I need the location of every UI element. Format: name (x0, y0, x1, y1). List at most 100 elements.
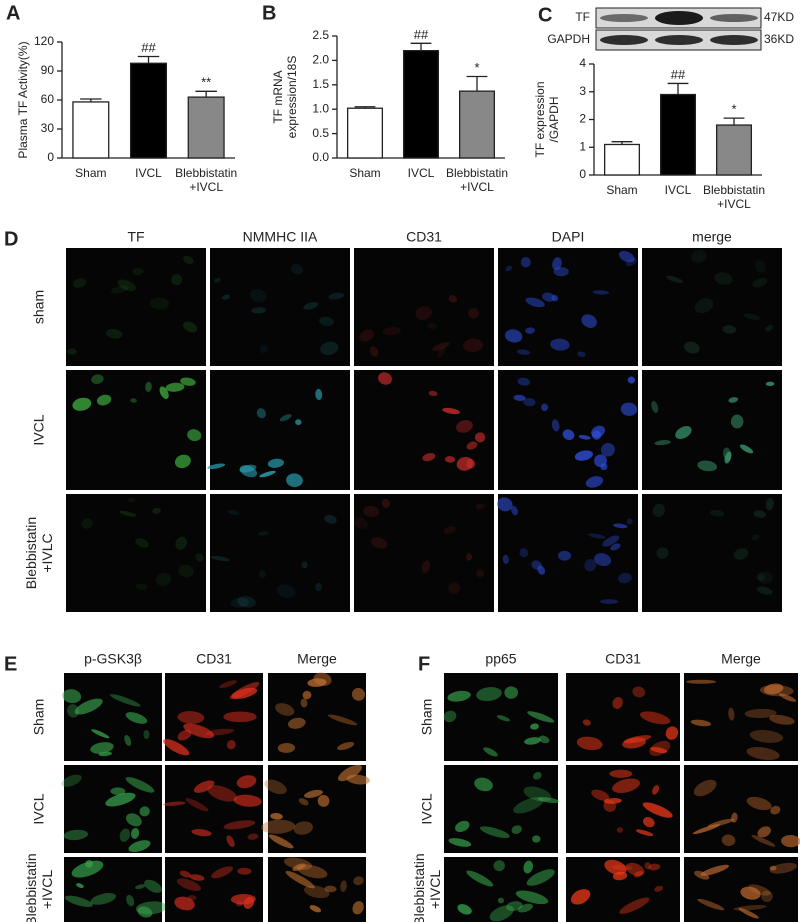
column-header: TF (127, 229, 144, 245)
y-tick-label: 60 (41, 92, 55, 106)
column-header: NMMHC IIA (243, 229, 318, 245)
fluorescence (155, 573, 172, 586)
fluorescence (307, 678, 327, 687)
fluorescence (447, 690, 471, 702)
fluorescence (183, 321, 198, 333)
bar (715, 124, 753, 176)
fluorescence (237, 596, 256, 608)
micrograph (165, 857, 263, 922)
fluorescence (600, 442, 615, 457)
row-label: Blebbistatin+IVLC (23, 517, 55, 589)
fluorescence (64, 895, 93, 907)
panel-label: D (4, 228, 18, 250)
x-tick-label: IVCL (135, 166, 162, 180)
fluorescence (497, 497, 513, 512)
fluorescence (62, 689, 82, 704)
fluorescence (135, 884, 146, 890)
fluorescence (422, 452, 436, 462)
column-header: Merge (721, 651, 761, 667)
fluorescence (239, 465, 258, 478)
column-header: DAPI (552, 229, 585, 245)
fluorescence (126, 894, 135, 907)
column-header: merge (692, 229, 732, 245)
fluorescence (298, 798, 309, 806)
fluorescence (131, 827, 140, 839)
fluorescence (187, 429, 202, 442)
row-label: sham (31, 290, 47, 324)
fluorescence (359, 329, 375, 342)
fluorescence (700, 864, 729, 876)
fluorescence (165, 382, 185, 392)
fluorescence (765, 497, 774, 511)
fluorescence (283, 857, 313, 870)
fluorescence (666, 275, 683, 283)
fluorescence (292, 863, 306, 872)
fluorescence (183, 255, 194, 264)
fluorescence (211, 866, 234, 879)
fluorescence (616, 827, 623, 833)
fluorescence (290, 264, 303, 275)
fluorescence (756, 573, 766, 582)
fluorescence (690, 719, 712, 727)
significance-label: * (474, 60, 479, 75)
fluorescence (739, 444, 754, 454)
fluorescence (511, 825, 522, 834)
fluorescence (618, 572, 632, 584)
fluorescence (125, 777, 155, 793)
fluorescence (513, 394, 526, 401)
fluorescence (466, 553, 473, 561)
fluorescence (743, 313, 760, 320)
fluorescence (177, 711, 205, 724)
fluorescence (612, 697, 623, 709)
micrograph (642, 248, 782, 366)
micrograph (66, 370, 206, 490)
fluorescence (144, 879, 162, 893)
fluorescence (515, 890, 549, 905)
fluorescence (442, 407, 461, 415)
y-tick-label: 2.5 (312, 28, 329, 42)
fluorescence (378, 372, 392, 385)
fluorescence (226, 740, 236, 750)
fluorescence (692, 824, 720, 835)
fluorescence (137, 906, 153, 918)
column-header: p-GSK3β (84, 651, 142, 667)
micrograph (642, 494, 782, 612)
fluorescence (517, 377, 531, 386)
fluorescence (319, 316, 334, 327)
fluorescence (72, 397, 92, 411)
fluorescence (382, 327, 401, 336)
fluorescence (96, 394, 112, 406)
fluorescence (170, 274, 183, 286)
fluorescence (264, 779, 287, 795)
fluorescence (105, 792, 136, 807)
y-tick-label: 2 (579, 112, 586, 126)
fluorescence (370, 537, 388, 549)
fluorescence (427, 322, 438, 330)
fluorescence (603, 798, 622, 804)
fluorescence (654, 440, 671, 446)
fluorescence (193, 780, 215, 793)
fluorescence (139, 806, 150, 817)
y-tick-label: 4 (579, 56, 586, 70)
micrograph (642, 370, 782, 490)
row-label: Blebbistatin+IVCL (411, 853, 443, 922)
fluorescence (229, 682, 260, 700)
y-tick-label: 0 (579, 167, 586, 181)
fluorescence (353, 517, 368, 530)
fluorescence (91, 374, 104, 385)
fluorescence (650, 747, 668, 754)
fluorescence (505, 265, 513, 272)
fluorescence (261, 819, 296, 834)
fluorescence (76, 883, 84, 888)
fluorescence (613, 523, 628, 529)
y-axis-label: Plasma TF Activity(%) (16, 41, 30, 158)
fluorescence (177, 729, 192, 741)
fluorescence (520, 257, 531, 268)
fluorescence (91, 729, 110, 739)
fluorescence (744, 708, 777, 719)
fluorescence (178, 564, 194, 578)
fluorescence (592, 290, 610, 295)
fluorescence (748, 884, 771, 896)
row-label: Blebbistatin+IVCL (23, 853, 55, 922)
